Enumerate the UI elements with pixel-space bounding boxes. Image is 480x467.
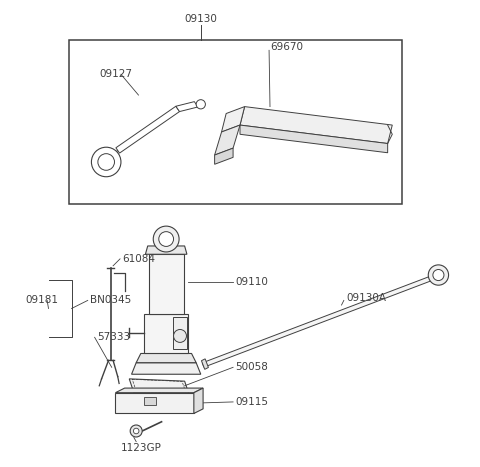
- Polygon shape: [115, 393, 194, 413]
- Text: 1123GP: 1123GP: [120, 444, 161, 453]
- Bar: [69, 40, 401, 204]
- Polygon shape: [115, 388, 203, 393]
- Circle shape: [133, 428, 139, 434]
- Text: 69670: 69670: [270, 42, 303, 52]
- Polygon shape: [202, 359, 208, 369]
- Polygon shape: [116, 106, 180, 153]
- Polygon shape: [240, 106, 392, 143]
- Polygon shape: [129, 379, 189, 395]
- Circle shape: [130, 425, 142, 437]
- Circle shape: [433, 269, 444, 281]
- Text: 09115: 09115: [235, 397, 268, 407]
- Circle shape: [196, 99, 205, 109]
- Circle shape: [159, 232, 174, 247]
- Polygon shape: [145, 246, 187, 254]
- Text: 57333: 57333: [97, 333, 130, 342]
- Text: 09127: 09127: [99, 69, 132, 79]
- Text: 09110: 09110: [235, 277, 268, 287]
- Polygon shape: [173, 317, 187, 349]
- Circle shape: [428, 265, 449, 285]
- Text: 09130A: 09130A: [346, 293, 386, 303]
- Circle shape: [174, 330, 186, 342]
- Polygon shape: [240, 125, 388, 153]
- Polygon shape: [202, 275, 434, 367]
- Polygon shape: [215, 148, 233, 164]
- Text: 50058: 50058: [235, 362, 268, 372]
- Polygon shape: [149, 254, 184, 314]
- Text: BN0345: BN0345: [90, 296, 132, 305]
- Polygon shape: [144, 314, 188, 354]
- Text: 09130: 09130: [184, 14, 217, 23]
- Circle shape: [98, 154, 115, 170]
- Circle shape: [91, 147, 121, 177]
- Circle shape: [153, 226, 179, 252]
- Polygon shape: [136, 354, 196, 363]
- Polygon shape: [176, 102, 198, 112]
- Text: 61084: 61084: [122, 254, 156, 264]
- Polygon shape: [144, 397, 156, 405]
- Polygon shape: [215, 125, 240, 155]
- Text: 09181: 09181: [25, 296, 59, 305]
- Polygon shape: [194, 388, 203, 413]
- Polygon shape: [222, 106, 245, 132]
- Polygon shape: [132, 363, 201, 374]
